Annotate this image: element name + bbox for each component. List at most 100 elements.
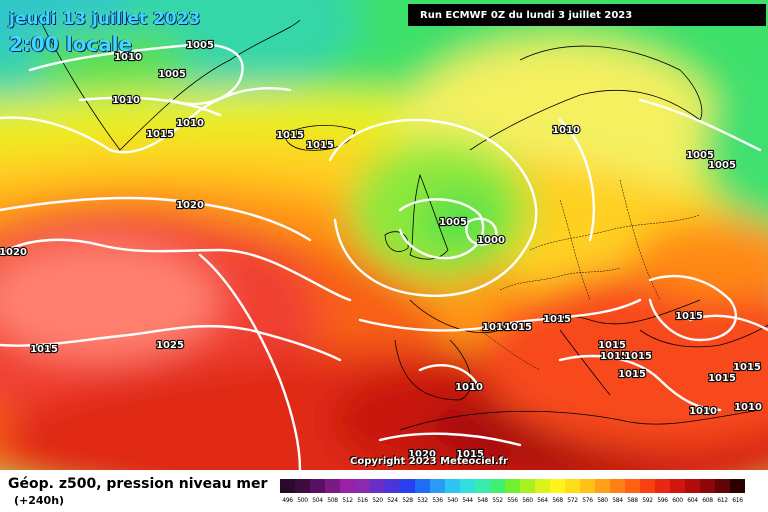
legend-swatch	[355, 479, 370, 493]
legend-item: 596	[655, 479, 670, 504]
legend-label: 544	[462, 497, 473, 504]
forecast-map: 1010100510051010101510101015101510201020…	[0, 0, 768, 470]
legend-label: 604	[687, 497, 698, 504]
legend-swatch	[475, 479, 490, 493]
isobar-label: 1025	[156, 340, 184, 351]
isobar-label: 1015	[456, 449, 484, 460]
legend-item: 528	[400, 479, 415, 504]
legend-swatch	[340, 479, 355, 493]
legend-label: 580	[597, 497, 608, 504]
legend-item: 608	[700, 479, 715, 504]
legend-swatch	[505, 479, 520, 493]
isobar-label: 1010	[112, 95, 140, 106]
legend-swatch	[730, 479, 745, 493]
legend-label: 612	[717, 497, 728, 504]
legend-item: 600	[670, 479, 685, 504]
legend-label: 540	[447, 497, 458, 504]
legend-swatch	[400, 479, 415, 493]
legend-swatch	[430, 479, 445, 493]
legend-item: 544	[460, 479, 475, 504]
legend-label: 588	[627, 497, 638, 504]
isobar-label: 1015	[543, 314, 571, 325]
legend-item: 616	[730, 479, 745, 504]
legend-item: 560	[520, 479, 535, 504]
legend-label: 584	[612, 497, 623, 504]
isobars	[0, 43, 768, 470]
color-legend: 496 500 504 508 512 516 520 524 528 532 536 540 544 5…	[280, 479, 745, 504]
isobar-label: 1010	[734, 402, 762, 413]
legend-swatch	[310, 479, 325, 493]
coastlines	[39, 19, 768, 431]
legend-swatch	[445, 479, 460, 493]
legend-label: 564	[537, 497, 548, 504]
legend-label: 556	[507, 497, 518, 504]
legend-swatch	[700, 479, 715, 493]
isobar-label: 1010	[455, 382, 483, 393]
legend-swatch	[280, 479, 295, 493]
legend-label: 552	[492, 497, 503, 504]
legend-item: 524	[385, 479, 400, 504]
legend-swatch	[565, 479, 580, 493]
legend-swatch	[520, 479, 535, 493]
isobar-label: 1015	[600, 351, 628, 362]
legend-label: 592	[642, 497, 653, 504]
legend-item: 556	[505, 479, 520, 504]
isobar-label: 1015	[624, 351, 652, 362]
chart-title: Géop. z500, pression niveau mer	[8, 476, 268, 492]
legend-item: 564	[535, 479, 550, 504]
legend-swatch	[670, 479, 685, 493]
legend-swatch	[610, 479, 625, 493]
legend-item: 496	[280, 479, 295, 504]
legend-swatch	[595, 479, 610, 493]
geopotential-field	[0, 0, 768, 470]
isobar-label: 1015	[276, 130, 304, 141]
legend-item: 552	[490, 479, 505, 504]
legend-item: 516	[355, 479, 370, 504]
legend-label: 504	[312, 497, 323, 504]
legend-swatch	[460, 479, 475, 493]
isobar-label: 1005	[686, 150, 714, 161]
isobar-label: 1015	[306, 140, 334, 151]
legend-label: 596	[657, 497, 668, 504]
legend-label: 576	[582, 497, 593, 504]
legend-label: 572	[567, 497, 578, 504]
legend-item: 548	[475, 479, 490, 504]
legend-label: 528	[402, 497, 413, 504]
legend-label: 616	[732, 497, 743, 504]
legend-swatch	[535, 479, 550, 493]
legend-label: 560	[522, 497, 533, 504]
isobar-label: 1015	[708, 373, 736, 384]
legend-swatch	[325, 479, 340, 493]
legend-label: 496	[282, 497, 293, 504]
isobar-label: 1010	[114, 52, 142, 63]
isobar-label: 1020	[0, 247, 27, 258]
forecast-time: 2:00 locale	[9, 32, 133, 56]
legend-label: 600	[672, 497, 683, 504]
forecast-lead: (+240h)	[14, 494, 65, 507]
legend-label: 568	[552, 497, 563, 504]
legend-item: 512	[340, 479, 355, 504]
isobar-label: 1010	[689, 406, 717, 417]
isobar-label: 1015	[30, 344, 58, 355]
forecast-date: jeudi 13 juillet 2023	[9, 9, 201, 29]
legend-swatch	[295, 479, 310, 493]
isobar-label: 1015	[733, 362, 761, 373]
borders	[479, 179, 701, 371]
legend-item: 604	[685, 479, 700, 504]
legend-item: 532	[415, 479, 430, 504]
footer: Géop. z500, pression niveau mer (+240h) …	[0, 470, 768, 512]
legend-swatch	[370, 479, 385, 493]
legend-swatch	[640, 479, 655, 493]
legend-item: 584	[610, 479, 625, 504]
isobar-label: 1020	[408, 449, 436, 460]
legend-item: 612	[715, 479, 730, 504]
copyright: Copyright 2023 Meteociel.fr	[350, 456, 508, 467]
legend-label: 536	[432, 497, 443, 504]
isobar-label: 1005	[158, 69, 186, 80]
legend-item: 504	[310, 479, 325, 504]
legend-item: 540	[445, 479, 460, 504]
legend-item: 500	[295, 479, 310, 504]
legend-label: 548	[477, 497, 488, 504]
isobar-labels: 1010100510051010101510101015101510201020…	[0, 39, 763, 461]
